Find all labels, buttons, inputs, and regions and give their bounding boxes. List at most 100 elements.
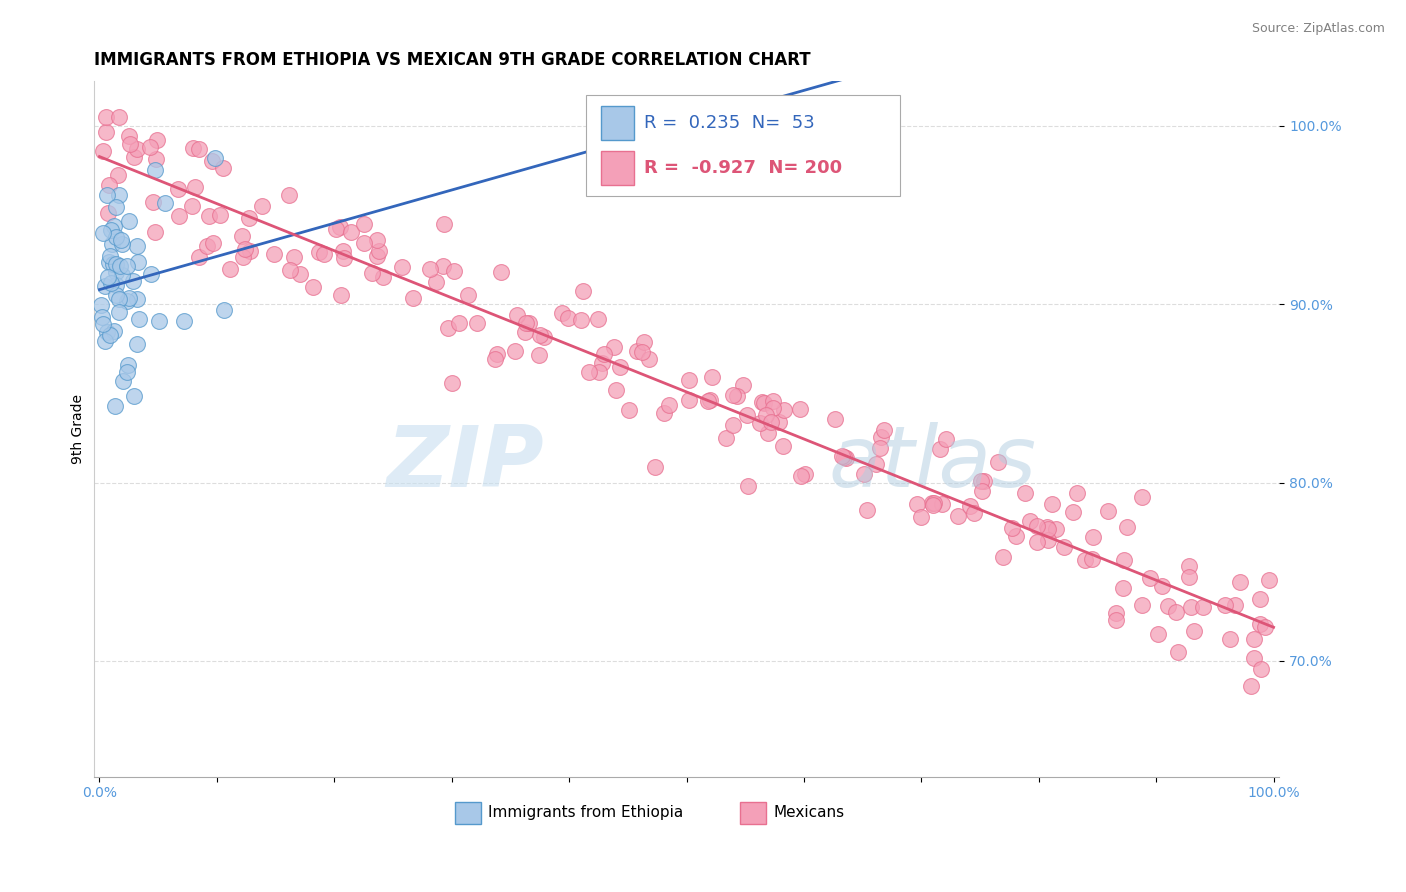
- Point: [721, 388, 744, 402]
- Point: [533, 329, 555, 343]
- Point: [325, 222, 347, 236]
- Point: [148, 314, 170, 328]
- Point: [127, 254, 149, 268]
- Point: [153, 196, 176, 211]
- Point: [373, 269, 395, 284]
- Point: [353, 217, 375, 231]
- Point: [1250, 662, 1272, 676]
- Point: [391, 260, 413, 274]
- Point: [1225, 599, 1247, 613]
- Point: [1104, 613, 1126, 627]
- Point: [202, 235, 225, 250]
- Point: [1036, 520, 1059, 534]
- Point: [922, 496, 945, 510]
- Point: [433, 217, 456, 231]
- Point: [366, 249, 388, 263]
- Point: [91, 310, 114, 325]
- Point: [762, 393, 785, 408]
- Point: [761, 415, 783, 429]
- Point: [117, 259, 139, 273]
- Point: [869, 430, 891, 444]
- Point: [697, 393, 720, 408]
- Point: [1167, 645, 1189, 659]
- Point: [486, 347, 509, 361]
- Point: [772, 439, 794, 453]
- Point: [1139, 570, 1161, 584]
- Point: [142, 195, 165, 210]
- Point: [1036, 533, 1059, 547]
- Point: [905, 497, 928, 511]
- Point: [195, 239, 218, 253]
- Point: [793, 467, 815, 482]
- Point: [557, 311, 579, 326]
- Point: [755, 408, 778, 422]
- Point: [963, 506, 986, 520]
- FancyBboxPatch shape: [602, 106, 634, 140]
- Point: [789, 402, 811, 417]
- Point: [290, 268, 312, 282]
- Point: [118, 129, 141, 144]
- Point: [125, 337, 148, 351]
- Point: [353, 235, 375, 250]
- Point: [283, 250, 305, 264]
- Point: [122, 150, 145, 164]
- Point: [617, 402, 640, 417]
- Point: [98, 255, 121, 269]
- Point: [90, 298, 112, 312]
- Point: [1097, 503, 1119, 517]
- Point: [105, 230, 128, 244]
- Point: [188, 250, 211, 264]
- Point: [232, 250, 254, 264]
- Point: [104, 257, 127, 271]
- Point: [1152, 579, 1174, 593]
- Point: [122, 274, 145, 288]
- Point: [110, 233, 132, 247]
- Point: [571, 285, 593, 299]
- Point: [278, 263, 301, 277]
- Text: Immigrants from Ethiopia: Immigrants from Ethiopia: [488, 805, 683, 821]
- Point: [1243, 651, 1265, 665]
- Point: [184, 180, 207, 194]
- Point: [928, 442, 950, 456]
- Point: [725, 389, 748, 403]
- Point: [1062, 505, 1084, 519]
- Point: [991, 550, 1014, 565]
- Point: [699, 392, 721, 407]
- Point: [1066, 485, 1088, 500]
- Point: [96, 188, 118, 202]
- Point: [432, 259, 454, 273]
- Point: [946, 508, 969, 523]
- Point: [333, 252, 356, 266]
- FancyBboxPatch shape: [586, 95, 900, 196]
- Point: [100, 223, 122, 237]
- Point: [1130, 598, 1153, 612]
- Text: R =  -0.927  N= 200: R = -0.927 N= 200: [644, 159, 842, 178]
- Point: [652, 406, 675, 420]
- Point: [146, 133, 169, 147]
- Point: [128, 312, 150, 326]
- Point: [970, 475, 993, 489]
- Point: [1229, 574, 1251, 589]
- Point: [1001, 521, 1024, 535]
- Point: [1005, 529, 1028, 543]
- Point: [1081, 531, 1104, 545]
- Point: [1114, 553, 1136, 567]
- Point: [117, 358, 139, 372]
- Point: [834, 450, 856, 464]
- Point: [94, 334, 117, 348]
- Point: [91, 318, 114, 332]
- Point: [181, 140, 204, 154]
- Point: [921, 496, 943, 510]
- Point: [633, 334, 655, 349]
- FancyBboxPatch shape: [602, 152, 634, 186]
- Point: [1219, 632, 1241, 646]
- Point: [1116, 520, 1139, 534]
- Point: [551, 306, 574, 320]
- Point: [1026, 519, 1049, 533]
- Point: [91, 145, 114, 159]
- Point: [751, 394, 773, 409]
- Point: [970, 483, 993, 498]
- Point: [330, 288, 353, 302]
- Point: [115, 365, 138, 379]
- Point: [973, 474, 995, 488]
